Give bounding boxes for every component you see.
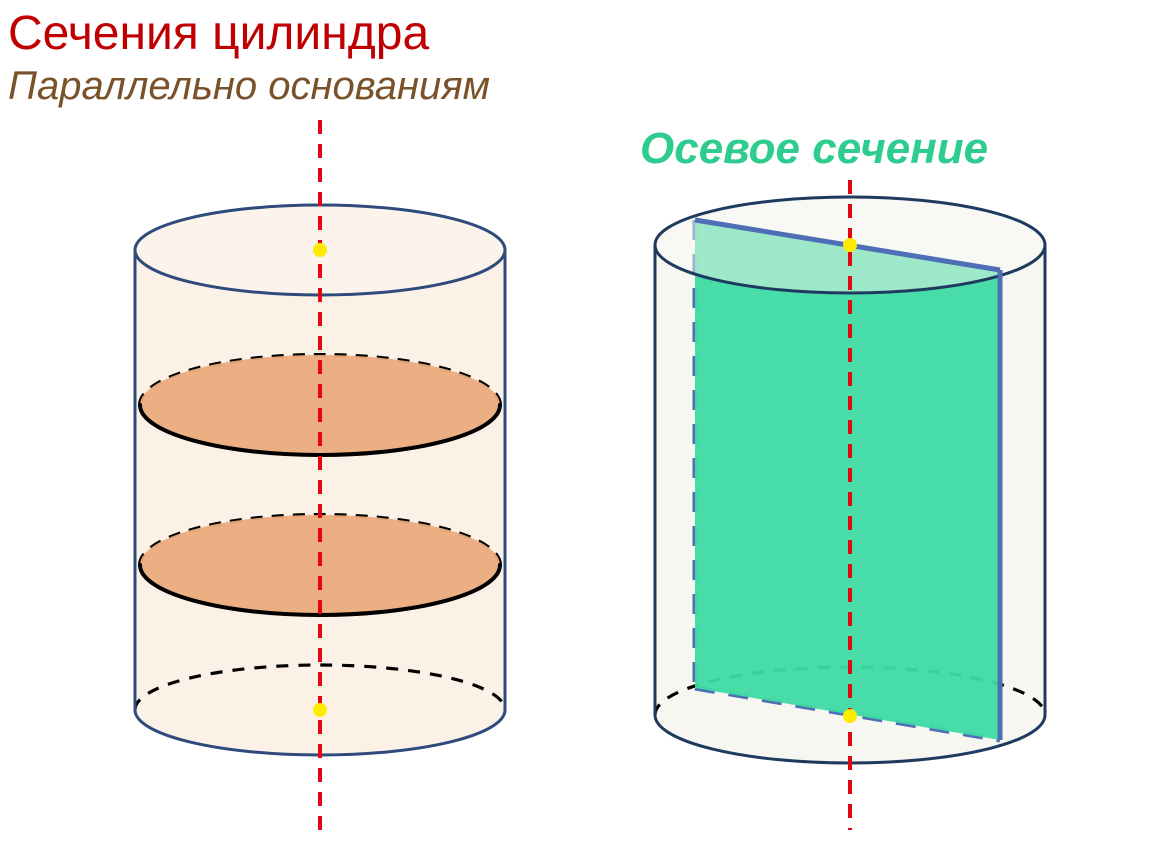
left-axis-top-point [313, 243, 327, 257]
axial-plane-fill [695, 220, 1000, 740]
diagram-canvas [0, 0, 1150, 864]
right-axis-bottom-point [843, 709, 857, 723]
left-axis-bottom-point [313, 703, 327, 717]
right-axis-top-point [843, 238, 857, 252]
